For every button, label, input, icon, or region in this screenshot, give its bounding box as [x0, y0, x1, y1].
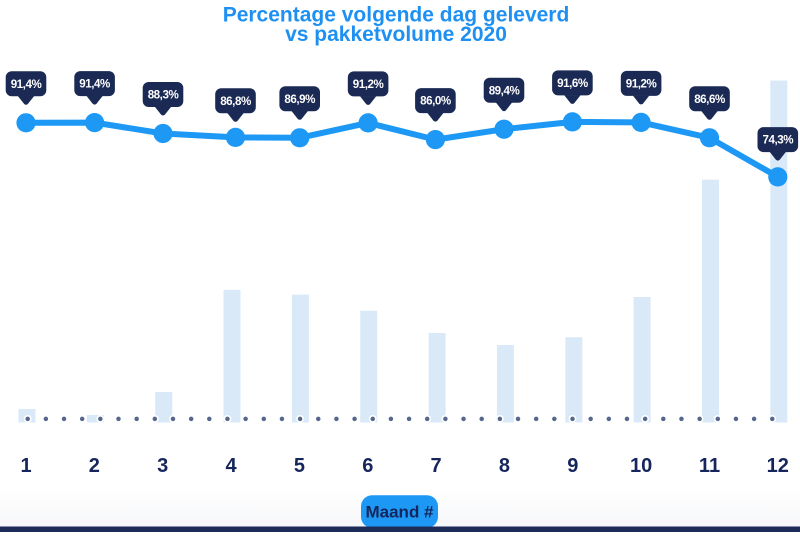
svg-text:10: 10: [630, 455, 652, 477]
svg-text:91,4%: 91,4%: [11, 78, 42, 91]
svg-text:8: 8: [499, 455, 510, 477]
svg-text:9: 9: [567, 455, 578, 477]
svg-text:88,3%: 88,3%: [148, 89, 179, 102]
svg-text:Maand #: Maand #: [365, 502, 434, 521]
svg-text:11: 11: [699, 455, 720, 477]
svg-text:7: 7: [431, 455, 442, 477]
svg-text:4: 4: [225, 455, 237, 477]
svg-text:91,2%: 91,2%: [353, 78, 384, 91]
svg-text:3: 3: [157, 455, 168, 477]
svg-text:2: 2: [89, 455, 100, 477]
svg-text:86,8%: 86,8%: [220, 95, 251, 108]
svg-text:86,6%: 86,6%: [694, 93, 725, 106]
svg-text:12: 12: [767, 455, 789, 477]
svg-text:5: 5: [294, 455, 305, 477]
svg-text:74,3%: 74,3%: [762, 134, 793, 147]
svg-text:86,0%: 86,0%: [420, 95, 451, 108]
svg-text:91,4%: 91,4%: [79, 78, 110, 91]
svg-text:89,4%: 89,4%: [489, 84, 520, 97]
svg-text:91,2%: 91,2%: [626, 78, 657, 91]
svg-text:6: 6: [362, 455, 373, 477]
svg-text:86,9%: 86,9%: [284, 93, 315, 106]
svg-text:Percentage volgende dag geleve: Percentage volgende dag geleverd: [223, 3, 570, 26]
svg-text:vs pakketvolume 2020: vs pakketvolume 2020: [285, 23, 507, 46]
svg-text:91,6%: 91,6%: [557, 77, 588, 90]
svg-text:1: 1: [20, 455, 31, 477]
